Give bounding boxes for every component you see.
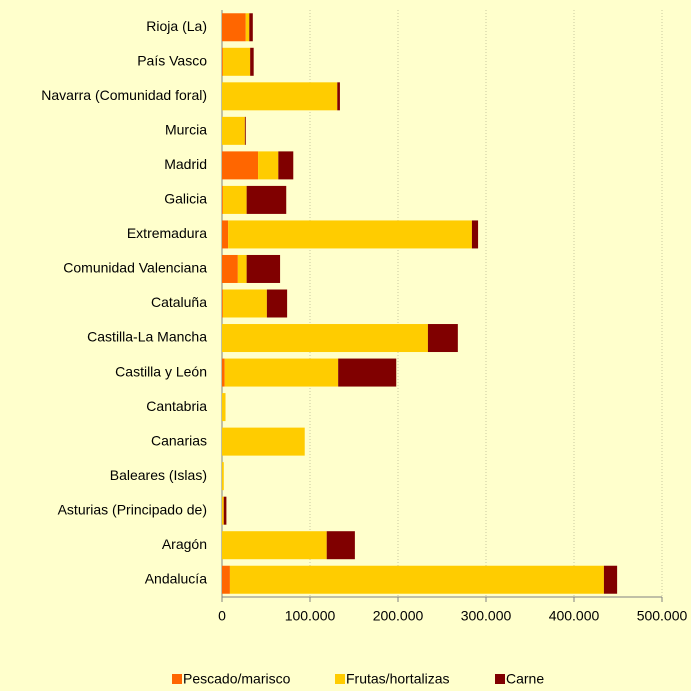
x-tick-label: 500.000 <box>637 608 688 624</box>
bar-segment <box>427 324 458 353</box>
y-tick-label: Aragón <box>162 536 207 552</box>
bar-segment <box>258 151 279 180</box>
y-tick-label: Castilla y León <box>115 363 207 379</box>
bar-segment <box>222 531 327 560</box>
bar-segment <box>222 116 245 145</box>
bar-segment <box>250 47 254 76</box>
bar-segment <box>338 358 397 387</box>
bar-segment <box>246 185 287 214</box>
y-tick-label: Comunidad Valenciana <box>63 260 207 276</box>
bar-segment <box>245 13 250 42</box>
y-tick-label: Canarias <box>151 432 207 448</box>
x-tick-label: 400.000 <box>549 608 600 624</box>
bar-segment <box>237 254 247 283</box>
bar-segment <box>222 185 223 214</box>
y-tick-label: Navarra (Comunidad foral) <box>41 87 207 103</box>
bar-segment <box>222 427 305 456</box>
bar-segment <box>222 185 247 214</box>
y-tick-label: Castilla-La Mancha <box>87 329 207 345</box>
y-tick-label: Galicia <box>164 191 207 207</box>
bar-segment <box>229 565 604 594</box>
bar-segment <box>222 220 229 249</box>
legend-swatch <box>172 674 182 684</box>
x-tick-label: 200.000 <box>373 608 424 624</box>
bar-segment <box>278 151 294 180</box>
bar-segment <box>471 220 479 249</box>
bar-segment <box>249 13 253 42</box>
y-tick-label: Baleares (Islas) <box>110 467 207 483</box>
bar-segment <box>266 289 288 318</box>
y-tick-label: Cataluña <box>151 294 207 310</box>
bar-segment <box>222 289 267 318</box>
bar-segment <box>222 565 230 594</box>
bar-segment <box>222 324 428 353</box>
bar-segment <box>603 565 618 594</box>
legend-label: Frutas/hortalizas <box>346 671 449 686</box>
y-tick-label: Andalucía <box>145 570 207 586</box>
legend-swatch <box>495 674 505 684</box>
y-tick-label: Rioja (La) <box>146 18 207 34</box>
bar-segment <box>244 116 246 145</box>
y-tick-label: Asturias (Principado de) <box>58 501 207 517</box>
bar-segment <box>222 47 251 76</box>
bar-segment <box>222 462 224 491</box>
legend-label: Carne <box>506 671 544 686</box>
y-tick-label: Murcia <box>165 122 207 138</box>
bar-segment <box>223 496 227 525</box>
bar-segment <box>222 358 225 387</box>
y-tick-label: País Vasco <box>137 52 207 68</box>
y-tick-label: Cantabria <box>146 398 207 414</box>
bar-segment <box>222 289 223 318</box>
bar-segment <box>222 151 259 180</box>
bar-segment <box>337 82 340 111</box>
bar-segment <box>228 220 472 249</box>
bar-segment <box>222 254 238 283</box>
bar-segment <box>222 13 246 42</box>
y-tick-label: Madrid <box>164 156 207 172</box>
bar-segment <box>222 496 224 525</box>
bar-segment <box>246 254 281 283</box>
bar-segment <box>326 531 355 560</box>
x-tick-label: 0 <box>218 608 226 624</box>
bar-segment <box>224 358 339 387</box>
y-tick-label: Extremadura <box>127 225 207 241</box>
x-tick-label: 300.000 <box>461 608 512 624</box>
bar-segment <box>222 82 338 111</box>
bar-segment <box>222 393 226 422</box>
legend-swatch <box>335 674 345 684</box>
legend-label: Pescado/marisco <box>183 671 291 686</box>
bar-segment <box>222 47 223 76</box>
x-tick-label: 100.000 <box>285 608 336 624</box>
